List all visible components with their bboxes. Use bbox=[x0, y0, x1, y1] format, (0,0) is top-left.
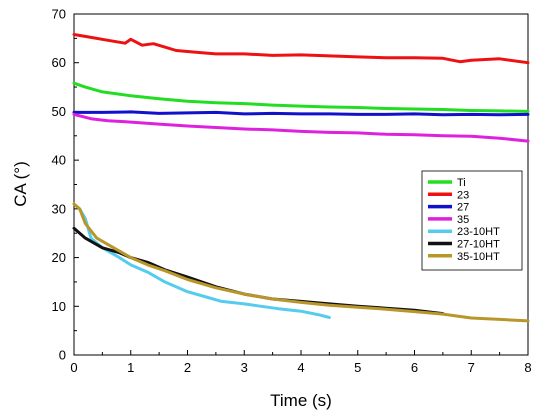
legend-label: 35-10HT bbox=[457, 251, 500, 263]
y-tick-label: 60 bbox=[52, 55, 66, 70]
x-tick-label: 6 bbox=[411, 360, 418, 375]
series-line-23 bbox=[72, 33, 530, 65]
legend-label: 23-10HT bbox=[457, 226, 500, 238]
legend-label: 23 bbox=[457, 189, 469, 201]
x-tick-label: 1 bbox=[127, 360, 134, 375]
series-line-27 bbox=[72, 110, 530, 117]
series-lines bbox=[72, 33, 530, 323]
y-tick-label: 20 bbox=[52, 250, 66, 265]
x-tick-label: 4 bbox=[297, 360, 304, 375]
series-line-27-10ht bbox=[72, 226, 445, 316]
x-axis-label: Time (s) bbox=[270, 391, 332, 410]
legend-label: 35 bbox=[457, 214, 469, 226]
series-line-35 bbox=[72, 112, 530, 143]
legend-label: Ti bbox=[457, 177, 466, 189]
y-tick-label: 0 bbox=[59, 348, 66, 363]
series-line-35-10ht bbox=[72, 202, 530, 323]
y-tick-label: 70 bbox=[52, 7, 66, 22]
legend-label: 27-10HT bbox=[457, 239, 500, 251]
series-line-ti bbox=[72, 81, 530, 113]
y-tick-label: 30 bbox=[52, 201, 66, 216]
x-tick-label: 3 bbox=[241, 360, 248, 375]
x-tick-label: 5 bbox=[354, 360, 361, 375]
y-tick-label: 50 bbox=[52, 104, 66, 119]
legend-label: 27 bbox=[457, 202, 469, 214]
x-tick-label: 7 bbox=[468, 360, 475, 375]
x-tick-label: 8 bbox=[524, 360, 531, 375]
y-tick-label: 10 bbox=[52, 299, 66, 314]
x-tick-label: 2 bbox=[184, 360, 191, 375]
x-tick-label: 0 bbox=[70, 360, 77, 375]
y-tick-label: 40 bbox=[52, 153, 66, 168]
y-axis-label: CA (°) bbox=[11, 161, 30, 207]
